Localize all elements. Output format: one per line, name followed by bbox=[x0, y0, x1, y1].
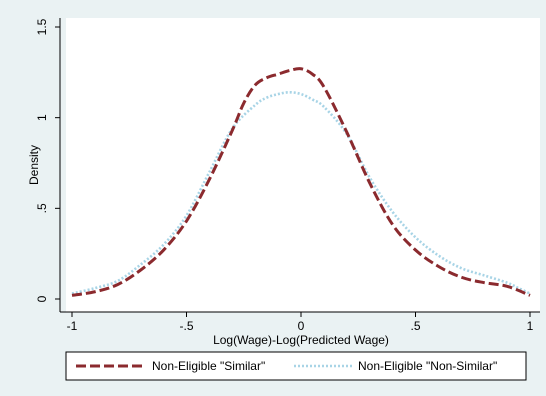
x-tick-label: .5 bbox=[410, 319, 420, 333]
x-tick-label: 0 bbox=[298, 319, 305, 333]
y-axis-title: Density bbox=[27, 145, 41, 185]
x-axis: -1 -.5 0 .5 1 bbox=[67, 312, 534, 333]
x-tick-label: -1 bbox=[67, 319, 78, 333]
x-axis-title: Log(Wage)-Log(Predicted Wage) bbox=[213, 333, 389, 347]
y-tick-label: 1.5 bbox=[35, 18, 49, 35]
y-tick-label: 0 bbox=[35, 295, 49, 302]
legend bbox=[65, 351, 527, 381]
plot-area bbox=[66, 18, 540, 312]
series-line-1 bbox=[71, 67, 531, 297]
series-layer bbox=[71, 67, 531, 297]
series-line-2 bbox=[71, 90, 531, 295]
legend-label-1: Non-Eligible "Similar" bbox=[152, 359, 265, 373]
y-tick-label: 1 bbox=[35, 114, 49, 121]
legend-label-2: Non-Eligible "Non-Similar" bbox=[358, 359, 497, 373]
y-axis: 0 .5 1 1.5 bbox=[35, 18, 60, 302]
x-tick-label: -.5 bbox=[179, 319, 193, 333]
x-tick-label: 1 bbox=[527, 319, 534, 333]
legend-items: Non-Eligible "Similar" Non-Eligible "Non-… bbox=[76, 359, 497, 373]
y-tick-label: .5 bbox=[35, 203, 49, 213]
